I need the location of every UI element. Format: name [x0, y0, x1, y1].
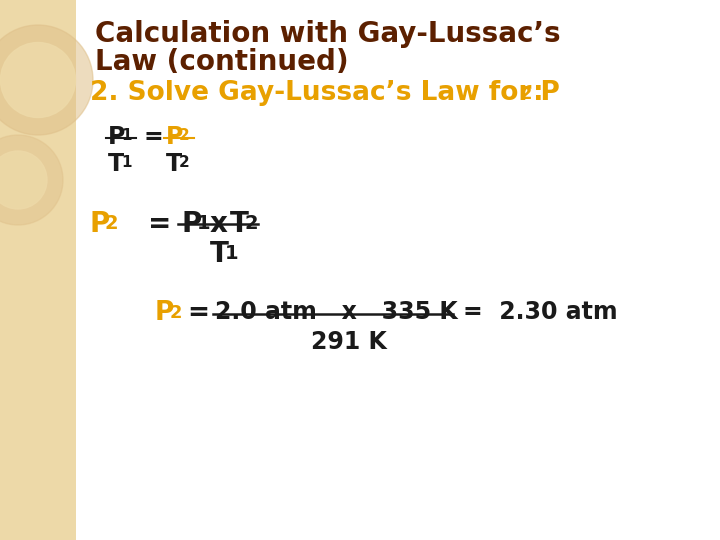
Text: T: T [230, 210, 249, 238]
Text: 1: 1 [121, 128, 132, 143]
Ellipse shape [1, 43, 76, 118]
Text: P: P [90, 210, 110, 238]
Text: 2: 2 [520, 85, 533, 103]
Text: 2: 2 [179, 128, 190, 143]
Text: 2: 2 [105, 214, 119, 233]
Text: =  2.30 atm: = 2.30 atm [463, 300, 618, 324]
Text: 291 K: 291 K [311, 330, 387, 354]
Text: P: P [182, 210, 202, 238]
Text: x: x [210, 210, 228, 238]
Text: T: T [166, 152, 182, 176]
Text: P: P [166, 125, 184, 149]
Text: T: T [108, 152, 124, 176]
Text: 2: 2 [245, 214, 258, 233]
Text: =: = [148, 210, 171, 238]
Text: 1: 1 [197, 214, 211, 233]
Ellipse shape [0, 135, 63, 225]
Text: 2: 2 [170, 304, 182, 322]
FancyBboxPatch shape [0, 0, 76, 540]
Text: P: P [155, 300, 174, 326]
Text: P: P [108, 125, 125, 149]
Ellipse shape [0, 25, 93, 135]
Text: 2. Solve Gay-Lussac’s Law for P: 2. Solve Gay-Lussac’s Law for P [90, 80, 560, 106]
Ellipse shape [0, 151, 47, 209]
Text: Law (continued): Law (continued) [95, 48, 348, 76]
Text: =: = [144, 125, 163, 149]
Text: T: T [210, 240, 229, 268]
Text: 1: 1 [121, 155, 132, 170]
Text: :: : [533, 80, 544, 106]
FancyBboxPatch shape [76, 0, 720, 540]
Text: 1: 1 [225, 244, 238, 263]
Text: 2.0 atm   x   335 K: 2.0 atm x 335 K [215, 300, 458, 324]
Text: 2: 2 [179, 155, 190, 170]
Text: =: = [187, 300, 209, 326]
Text: Calculation with Gay-Lussac’s: Calculation with Gay-Lussac’s [95, 20, 561, 48]
